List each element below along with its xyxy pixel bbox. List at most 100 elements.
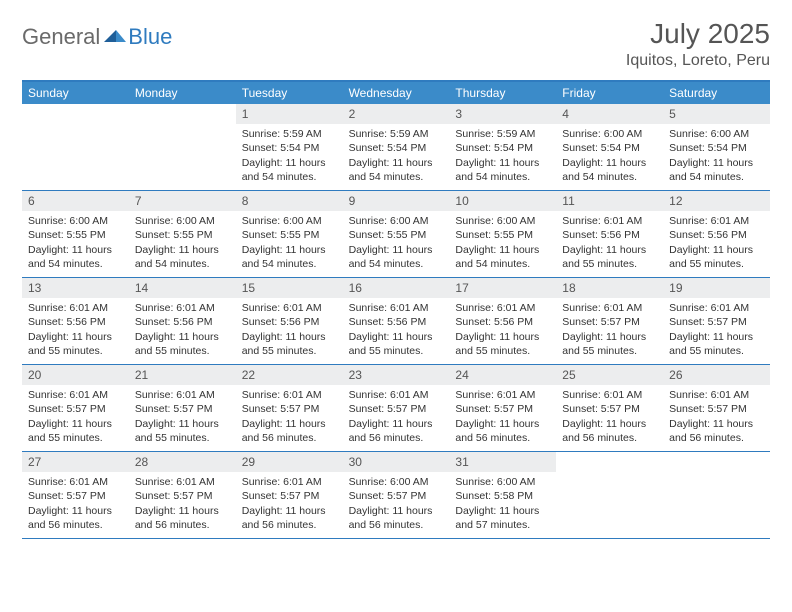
day-cell <box>129 104 236 190</box>
day-cell: 1Sunrise: 5:59 AMSunset: 5:54 PMDaylight… <box>236 104 343 190</box>
daylight-line1: Daylight: 11 hours <box>562 156 657 170</box>
day-body: Sunrise: 6:01 AMSunset: 5:57 PMDaylight:… <box>556 385 663 449</box>
logo-mark-icon <box>104 26 126 49</box>
sunset-text: Sunset: 5:57 PM <box>28 402 123 416</box>
daylight-line1: Daylight: 11 hours <box>242 330 337 344</box>
day-cell: 28Sunrise: 6:01 AMSunset: 5:57 PMDayligh… <box>129 452 236 538</box>
sunrise-text: Sunrise: 6:01 AM <box>28 475 123 489</box>
day-number: 27 <box>22 452 129 472</box>
day-body: Sunrise: 6:01 AMSunset: 5:57 PMDaylight:… <box>663 385 770 449</box>
daylight-line1: Daylight: 11 hours <box>135 243 230 257</box>
sunrise-text: Sunrise: 6:01 AM <box>242 475 337 489</box>
week-row: 1Sunrise: 5:59 AMSunset: 5:54 PMDaylight… <box>22 104 770 191</box>
weekday-thursday: Thursday <box>449 82 556 104</box>
sunrise-text: Sunrise: 6:00 AM <box>349 475 444 489</box>
day-body: Sunrise: 6:01 AMSunset: 5:57 PMDaylight:… <box>449 385 556 449</box>
sunrise-text: Sunrise: 6:00 AM <box>562 127 657 141</box>
daylight-line1: Daylight: 11 hours <box>455 417 550 431</box>
sunrise-text: Sunrise: 6:01 AM <box>349 388 444 402</box>
day-cell: 21Sunrise: 6:01 AMSunset: 5:57 PMDayligh… <box>129 365 236 451</box>
day-body: Sunrise: 6:01 AMSunset: 5:57 PMDaylight:… <box>129 385 236 449</box>
daylight-line1: Daylight: 11 hours <box>455 156 550 170</box>
day-number: 6 <box>22 191 129 211</box>
day-cell: 24Sunrise: 6:01 AMSunset: 5:57 PMDayligh… <box>449 365 556 451</box>
week-row: 13Sunrise: 6:01 AMSunset: 5:56 PMDayligh… <box>22 278 770 365</box>
daylight-line1: Daylight: 11 hours <box>349 156 444 170</box>
day-body: Sunrise: 6:01 AMSunset: 5:57 PMDaylight:… <box>663 298 770 362</box>
calendar: Sunday Monday Tuesday Wednesday Thursday… <box>22 80 770 539</box>
sunset-text: Sunset: 5:54 PM <box>562 141 657 155</box>
daylight-line1: Daylight: 11 hours <box>28 417 123 431</box>
day-number: 26 <box>663 365 770 385</box>
daylight-line2: and 55 minutes. <box>562 257 657 271</box>
sunrise-text: Sunrise: 6:01 AM <box>349 301 444 315</box>
day-number: 23 <box>343 365 450 385</box>
daylight-line2: and 54 minutes. <box>562 170 657 184</box>
daylight-line1: Daylight: 11 hours <box>562 243 657 257</box>
daylight-line1: Daylight: 11 hours <box>349 504 444 518</box>
daylight-line2: and 56 minutes. <box>349 431 444 445</box>
daylight-line2: and 55 minutes. <box>135 344 230 358</box>
sunset-text: Sunset: 5:57 PM <box>349 402 444 416</box>
weeks-container: 1Sunrise: 5:59 AMSunset: 5:54 PMDaylight… <box>22 104 770 539</box>
sunset-text: Sunset: 5:56 PM <box>562 228 657 242</box>
day-cell: 19Sunrise: 6:01 AMSunset: 5:57 PMDayligh… <box>663 278 770 364</box>
day-number: 22 <box>236 365 343 385</box>
day-cell: 17Sunrise: 6:01 AMSunset: 5:56 PMDayligh… <box>449 278 556 364</box>
day-cell: 11Sunrise: 6:01 AMSunset: 5:56 PMDayligh… <box>556 191 663 277</box>
sunset-text: Sunset: 5:58 PM <box>455 489 550 503</box>
day-body: Sunrise: 6:01 AMSunset: 5:57 PMDaylight:… <box>236 385 343 449</box>
daylight-line2: and 55 minutes. <box>242 344 337 358</box>
day-cell: 15Sunrise: 6:01 AMSunset: 5:56 PMDayligh… <box>236 278 343 364</box>
day-cell: 9Sunrise: 6:00 AMSunset: 5:55 PMDaylight… <box>343 191 450 277</box>
logo-text-general: General <box>22 24 100 50</box>
day-number: 8 <box>236 191 343 211</box>
day-cell: 27Sunrise: 6:01 AMSunset: 5:57 PMDayligh… <box>22 452 129 538</box>
sunset-text: Sunset: 5:55 PM <box>455 228 550 242</box>
daylight-line2: and 56 minutes. <box>349 518 444 532</box>
day-number: 24 <box>449 365 556 385</box>
sunset-text: Sunset: 5:54 PM <box>669 141 764 155</box>
sunset-text: Sunset: 5:55 PM <box>349 228 444 242</box>
daylight-line2: and 54 minutes. <box>669 170 764 184</box>
day-number: 4 <box>556 104 663 124</box>
sunrise-text: Sunrise: 6:00 AM <box>28 214 123 228</box>
daylight-line2: and 56 minutes. <box>242 518 337 532</box>
daylight-line1: Daylight: 11 hours <box>242 504 337 518</box>
daylight-line2: and 55 minutes. <box>669 344 764 358</box>
sunset-text: Sunset: 5:54 PM <box>242 141 337 155</box>
daylight-line1: Daylight: 11 hours <box>349 330 444 344</box>
day-body: Sunrise: 5:59 AMSunset: 5:54 PMDaylight:… <box>343 124 450 188</box>
daylight-line1: Daylight: 11 hours <box>562 417 657 431</box>
day-body: Sunrise: 6:00 AMSunset: 5:54 PMDaylight:… <box>663 124 770 188</box>
daylight-line1: Daylight: 11 hours <box>349 417 444 431</box>
day-cell: 2Sunrise: 5:59 AMSunset: 5:54 PMDaylight… <box>343 104 450 190</box>
day-body: Sunrise: 6:01 AMSunset: 5:57 PMDaylight:… <box>22 472 129 536</box>
daylight-line2: and 54 minutes. <box>349 257 444 271</box>
daylight-line2: and 56 minutes. <box>669 431 764 445</box>
sunrise-text: Sunrise: 6:01 AM <box>669 388 764 402</box>
sunrise-text: Sunrise: 6:00 AM <box>135 214 230 228</box>
sunrise-text: Sunrise: 6:01 AM <box>28 388 123 402</box>
day-number: 9 <box>343 191 450 211</box>
sunset-text: Sunset: 5:57 PM <box>135 489 230 503</box>
day-cell: 26Sunrise: 6:01 AMSunset: 5:57 PMDayligh… <box>663 365 770 451</box>
day-number: 31 <box>449 452 556 472</box>
day-body: Sunrise: 6:01 AMSunset: 5:57 PMDaylight:… <box>129 472 236 536</box>
day-body: Sunrise: 6:01 AMSunset: 5:57 PMDaylight:… <box>236 472 343 536</box>
day-number: 19 <box>663 278 770 298</box>
sunrise-text: Sunrise: 6:00 AM <box>669 127 764 141</box>
sunrise-text: Sunrise: 6:00 AM <box>242 214 337 228</box>
day-cell: 25Sunrise: 6:01 AMSunset: 5:57 PMDayligh… <box>556 365 663 451</box>
day-number: 14 <box>129 278 236 298</box>
day-cell: 5Sunrise: 6:00 AMSunset: 5:54 PMDaylight… <box>663 104 770 190</box>
weekday-tuesday: Tuesday <box>236 82 343 104</box>
daylight-line1: Daylight: 11 hours <box>28 330 123 344</box>
daylight-line1: Daylight: 11 hours <box>135 417 230 431</box>
daylight-line1: Daylight: 11 hours <box>455 243 550 257</box>
daylight-line2: and 54 minutes. <box>349 170 444 184</box>
daylight-line1: Daylight: 11 hours <box>455 504 550 518</box>
weekday-monday: Monday <box>129 82 236 104</box>
day-cell: 14Sunrise: 6:01 AMSunset: 5:56 PMDayligh… <box>129 278 236 364</box>
day-body: Sunrise: 6:00 AMSunset: 5:55 PMDaylight:… <box>22 211 129 275</box>
